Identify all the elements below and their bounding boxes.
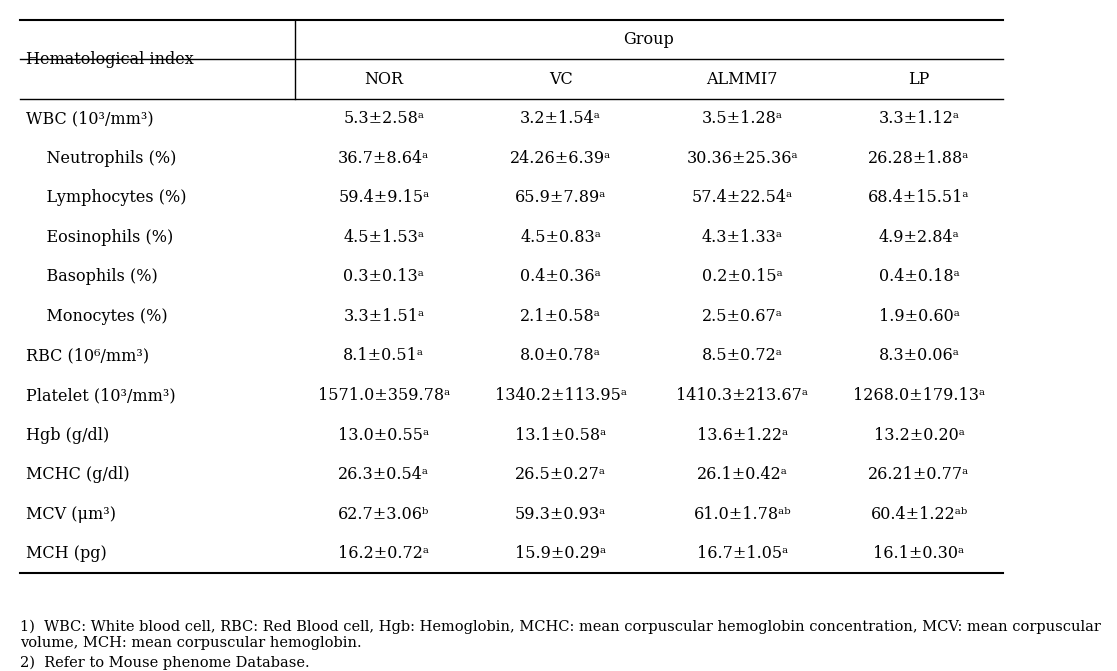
Text: 3.3±1.12ᵃ: 3.3±1.12ᵃ [879,110,960,127]
Text: MCH (pg): MCH (pg) [26,546,106,562]
Text: Platelet (10³/mm³): Platelet (10³/mm³) [26,387,175,404]
Text: 2.5±0.67ᵃ: 2.5±0.67ᵃ [701,308,783,325]
Text: 16.1±0.30ᵃ: 16.1±0.30ᵃ [873,546,965,562]
Text: MCHC (g/dl): MCHC (g/dl) [26,466,130,483]
Text: 3.2±1.54ᵃ: 3.2±1.54ᵃ [521,110,601,127]
Text: 26.21±0.77ᵃ: 26.21±0.77ᵃ [868,466,970,483]
Text: LP: LP [908,70,929,88]
Text: 3.3±1.51ᵃ: 3.3±1.51ᵃ [343,308,424,325]
Text: Group: Group [623,31,675,48]
Text: 13.1±0.58ᵃ: 13.1±0.58ᵃ [515,427,607,444]
Text: 0.4±0.18ᵃ: 0.4±0.18ᵃ [879,268,960,285]
Text: 68.4±15.51ᵃ: 68.4±15.51ᵃ [868,189,970,206]
Text: 1410.3±213.67ᵃ: 1410.3±213.67ᵃ [676,387,809,404]
Text: Lymphocytes (%): Lymphocytes (%) [26,189,187,206]
Text: 65.9±7.89ᵃ: 65.9±7.89ᵃ [515,189,607,206]
Text: 62.7±3.06ᵇ: 62.7±3.06ᵇ [338,506,430,523]
Text: 0.2±0.15ᵃ: 0.2±0.15ᵃ [701,268,783,285]
Text: 26.5±0.27ᵃ: 26.5±0.27ᵃ [515,466,607,483]
Text: 57.4±22.54ᵃ: 57.4±22.54ᵃ [691,189,793,206]
Text: 1.9±0.60ᵃ: 1.9±0.60ᵃ [879,308,960,325]
Text: 1)  WBC: White blood cell, RBC: Red Blood cell, Hgb: Hemoglobin, MCHC: mean corp: 1) WBC: White blood cell, RBC: Red Blood… [20,619,1101,650]
Text: 1571.0±359.78ᵃ: 1571.0±359.78ᵃ [317,387,450,404]
Text: 1268.0±179.13ᵃ: 1268.0±179.13ᵃ [853,387,985,404]
Text: 8.1±0.51ᵃ: 8.1±0.51ᵃ [343,348,424,364]
Text: RBC (10⁶/mm³): RBC (10⁶/mm³) [26,348,149,364]
Text: 24.26±6.39ᵃ: 24.26±6.39ᵃ [510,150,611,166]
Text: 13.0±0.55ᵃ: 13.0±0.55ᵃ [338,427,429,444]
Text: Monocytes (%): Monocytes (%) [26,308,168,325]
Text: 4.9±2.84ᵃ: 4.9±2.84ᵃ [879,229,960,246]
Text: WBC (10³/mm³): WBC (10³/mm³) [26,110,153,127]
Text: NOR: NOR [364,70,403,88]
Text: 4.5±1.53ᵃ: 4.5±1.53ᵃ [343,229,424,246]
Text: 16.7±1.05ᵃ: 16.7±1.05ᵃ [697,546,787,562]
Text: 8.0±0.78ᵃ: 8.0±0.78ᵃ [521,348,601,364]
Text: Neutrophils (%): Neutrophils (%) [26,150,176,166]
Text: 26.1±0.42ᵃ: 26.1±0.42ᵃ [697,466,787,483]
Text: 2)  Refer to Mouse phenome Database.: 2) Refer to Mouse phenome Database. [20,656,311,670]
Text: 0.4±0.36ᵃ: 0.4±0.36ᵃ [521,268,601,285]
Text: 1340.2±113.95ᵃ: 1340.2±113.95ᵃ [495,387,627,404]
Text: 60.4±1.22ᵃᵇ: 60.4±1.22ᵃᵇ [870,506,967,523]
Text: 4.5±0.83ᵃ: 4.5±0.83ᵃ [521,229,601,246]
Text: 13.6±1.22ᵃ: 13.6±1.22ᵃ [697,427,787,444]
Text: 13.2±0.20ᵃ: 13.2±0.20ᵃ [873,427,964,444]
Text: ALMMI7: ALMMI7 [707,70,779,88]
Text: 4.3±1.33ᵃ: 4.3±1.33ᵃ [701,229,783,246]
Text: Hgb (g/dl): Hgb (g/dl) [26,427,108,444]
Text: 16.2±0.72ᵃ: 16.2±0.72ᵃ [338,546,429,562]
Text: 26.28±1.88ᵃ: 26.28±1.88ᵃ [868,150,970,166]
Text: MCV (μm³): MCV (μm³) [26,506,115,523]
Text: 5.3±2.58ᵃ: 5.3±2.58ᵃ [343,110,424,127]
Text: Hematological index: Hematological index [26,51,193,68]
Text: 8.3±0.06ᵃ: 8.3±0.06ᵃ [879,348,960,364]
Text: 0.3±0.13ᵃ: 0.3±0.13ᵃ [343,268,424,285]
Text: 59.4±9.15ᵃ: 59.4±9.15ᵃ [338,189,429,206]
Text: 3.5±1.28ᵃ: 3.5±1.28ᵃ [701,110,783,127]
Text: Eosinophils (%): Eosinophils (%) [26,229,173,246]
Text: 26.3±0.54ᵃ: 26.3±0.54ᵃ [338,466,429,483]
Text: 15.9±0.29ᵃ: 15.9±0.29ᵃ [515,546,607,562]
Text: 61.0±1.78ᵃᵇ: 61.0±1.78ᵃᵇ [694,506,791,523]
Text: 8.5±0.72ᵃ: 8.5±0.72ᵃ [701,348,783,364]
Text: 2.1±0.58ᵃ: 2.1±0.58ᵃ [521,308,601,325]
Text: Basophils (%): Basophils (%) [26,268,157,285]
Text: 59.3±0.93ᵃ: 59.3±0.93ᵃ [515,506,607,523]
Text: 36.7±8.64ᵃ: 36.7±8.64ᵃ [338,150,429,166]
Text: VC: VC [548,70,573,88]
Text: 30.36±25.36ᵃ: 30.36±25.36ᵃ [687,150,798,166]
